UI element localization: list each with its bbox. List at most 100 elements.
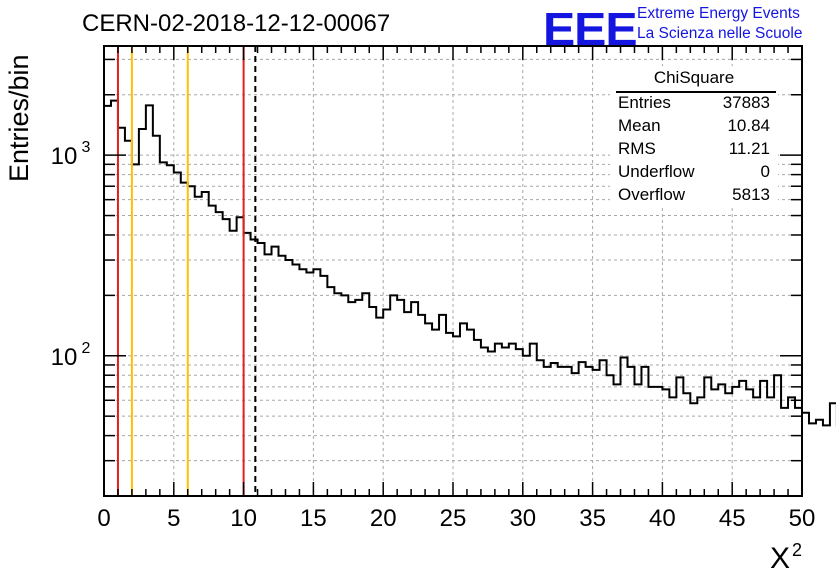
histogram-bin xyxy=(655,387,662,496)
histogram-bin xyxy=(676,377,683,496)
x-tick-label: 50 xyxy=(789,505,816,532)
histogram-bin xyxy=(369,307,376,496)
x-axis-label-superscript: 2 xyxy=(792,540,802,560)
histogram-bin xyxy=(739,381,746,496)
histogram-bin xyxy=(167,165,174,496)
stats-value: 10.84 xyxy=(727,116,770,135)
histogram-bin xyxy=(404,312,411,496)
stats-row-underflow: Underflow 0 xyxy=(618,162,770,184)
histogram-bin xyxy=(174,172,181,496)
x-tick-label: 40 xyxy=(649,505,676,532)
histogram-bin xyxy=(704,377,711,496)
histogram-bin xyxy=(711,389,718,496)
histogram-bin xyxy=(390,295,397,496)
stats-value: 11.21 xyxy=(728,139,770,158)
histogram-bin xyxy=(614,384,621,496)
histogram-bin xyxy=(279,256,286,496)
histogram-bin xyxy=(565,367,572,496)
x-tick-label: 20 xyxy=(370,505,397,532)
histogram-bin xyxy=(488,352,495,496)
histogram-bin xyxy=(272,247,279,496)
stats-title-underline xyxy=(616,91,776,93)
histogram-bin xyxy=(767,397,774,496)
histogram-bin xyxy=(802,413,809,496)
histogram-bin xyxy=(572,373,579,496)
y-tick-label: 10 xyxy=(51,143,78,170)
histogram-bin xyxy=(376,318,383,496)
histogram-bin xyxy=(439,315,446,496)
logo-caption-line1: Extreme Energy Events xyxy=(637,5,800,22)
histogram-bin xyxy=(551,363,558,496)
histogram-bin xyxy=(453,336,460,496)
stats-row-mean: Mean 10.84 xyxy=(618,116,770,138)
histogram-bin xyxy=(628,367,635,496)
stats-value: 0 xyxy=(760,162,770,181)
y-tick-label: 10 xyxy=(51,344,78,371)
histogram-bin xyxy=(132,164,139,496)
histogram-bin xyxy=(593,370,600,496)
chart-title: CERN-02-2018-12-12-00067 xyxy=(82,10,391,37)
histogram-bin xyxy=(788,397,795,496)
histogram-bin xyxy=(495,344,502,496)
histogram-bin xyxy=(265,254,272,496)
histogram-bin xyxy=(460,323,467,496)
histogram-bin xyxy=(139,129,146,496)
histogram-bin xyxy=(383,310,390,496)
histogram-bin xyxy=(195,197,202,496)
histogram-bin xyxy=(558,367,565,496)
histogram-bin xyxy=(362,293,369,496)
histogram-series xyxy=(103,99,836,496)
histogram-bin xyxy=(306,273,313,496)
histogram-bin xyxy=(299,269,306,496)
histogram-bin xyxy=(237,217,244,496)
histogram-bin xyxy=(181,183,188,496)
histogram-bin xyxy=(683,393,690,496)
stats-title: ChiSquare xyxy=(653,68,735,87)
histogram-bin xyxy=(816,420,823,496)
histogram-bin xyxy=(481,347,488,496)
histogram-bin xyxy=(216,212,223,496)
x-tick-label: 0 xyxy=(97,505,110,532)
histogram-bin xyxy=(153,136,160,496)
x-tick-label: 45 xyxy=(719,505,746,532)
histogram-bin xyxy=(285,260,292,496)
histogram-bin xyxy=(502,347,509,496)
histogram-bin xyxy=(188,186,195,496)
histogram-bin xyxy=(830,403,836,496)
x-tick-label: 25 xyxy=(440,505,467,532)
histogram-bin xyxy=(467,330,474,496)
histogram-bin xyxy=(341,295,348,496)
histogram-bin xyxy=(781,408,788,496)
histogram-bin xyxy=(607,375,614,496)
histogram-bin xyxy=(118,128,125,496)
histogram-bin xyxy=(202,192,209,496)
stats-key: Mean xyxy=(618,116,661,135)
histogram-bin xyxy=(690,403,697,496)
histogram-bin xyxy=(823,425,830,496)
stats-row-rms: RMS 11.21 xyxy=(618,139,770,161)
x-tick-label: 15 xyxy=(300,505,327,532)
histogram-bin xyxy=(348,302,355,496)
stats-value: 37883 xyxy=(722,93,770,112)
histogram-bin xyxy=(795,408,802,496)
histogram-bin xyxy=(586,367,593,496)
x-tick-label: 5 xyxy=(167,505,180,532)
histogram-bin xyxy=(579,362,586,496)
histogram-bin xyxy=(327,287,334,496)
stats-key: Overflow xyxy=(618,185,686,204)
x-tick-label: 10 xyxy=(230,505,257,532)
histogram-bin xyxy=(537,360,544,496)
histogram-bin xyxy=(544,367,551,496)
histogram-bin xyxy=(355,300,362,496)
histogram-bin xyxy=(753,397,760,496)
y-tick-label-exponent: 2 xyxy=(82,340,91,357)
histogram-bin xyxy=(425,323,432,496)
histogram-bin xyxy=(530,344,537,496)
stats-row-entries: Entries 37883 xyxy=(618,93,770,115)
histogram-bin xyxy=(718,384,725,496)
histogram-bin xyxy=(146,105,153,496)
logo-caption-line2: La Scienza nelle Scuole xyxy=(637,25,803,42)
histogram-bin xyxy=(732,387,739,496)
